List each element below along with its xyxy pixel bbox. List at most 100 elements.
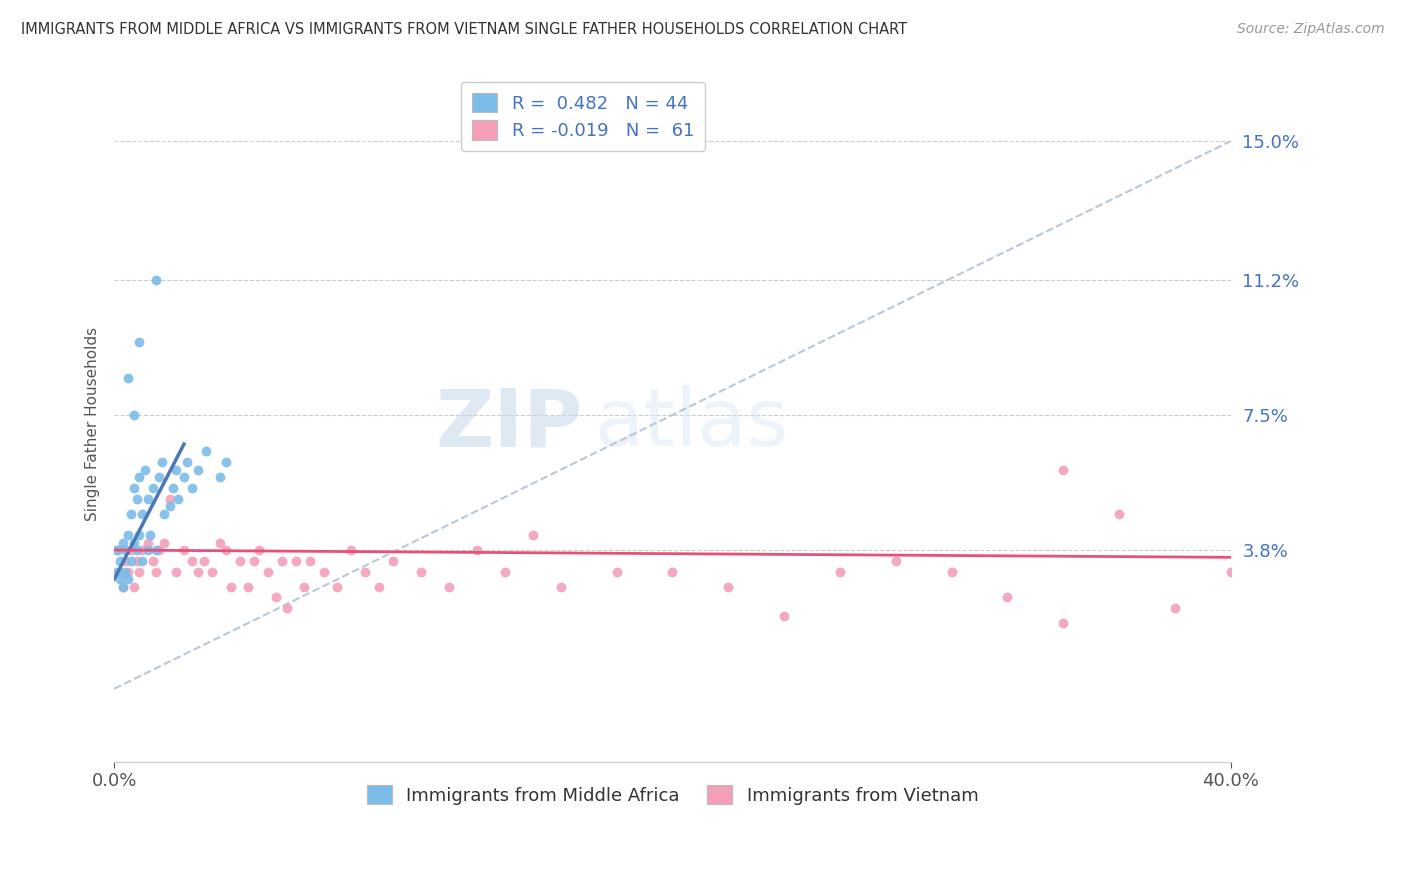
Point xyxy=(153,535,176,549)
Point xyxy=(145,273,167,287)
Point xyxy=(117,572,139,586)
Point xyxy=(193,554,215,568)
Point xyxy=(354,565,377,579)
Y-axis label: Single Father Households: Single Father Households xyxy=(86,327,100,521)
Point xyxy=(298,554,321,568)
Point xyxy=(550,580,572,594)
Point xyxy=(128,528,150,542)
Legend: Immigrants from Middle Africa, Immigrants from Vietnam: Immigrants from Middle Africa, Immigrant… xyxy=(357,775,987,814)
Point xyxy=(242,554,264,568)
Point xyxy=(1108,507,1130,521)
Point xyxy=(201,565,224,579)
Point xyxy=(142,554,165,568)
Point xyxy=(162,481,184,495)
Point xyxy=(145,543,167,558)
Point xyxy=(108,565,131,579)
Point xyxy=(1219,565,1241,579)
Point xyxy=(326,580,349,594)
Point xyxy=(139,528,162,542)
Point xyxy=(494,565,516,579)
Point xyxy=(173,543,195,558)
Point xyxy=(773,608,796,623)
Point xyxy=(136,535,159,549)
Point xyxy=(209,470,232,484)
Point xyxy=(120,507,142,521)
Point xyxy=(884,554,907,568)
Point xyxy=(159,500,181,514)
Point xyxy=(312,565,335,579)
Point xyxy=(270,554,292,568)
Point xyxy=(264,591,287,605)
Point xyxy=(128,565,150,579)
Point xyxy=(167,491,190,506)
Point xyxy=(1052,463,1074,477)
Point xyxy=(661,565,683,579)
Point xyxy=(120,543,142,558)
Point xyxy=(148,470,170,484)
Point xyxy=(128,334,150,349)
Point xyxy=(465,543,488,558)
Point xyxy=(114,565,136,579)
Point xyxy=(105,565,128,579)
Point xyxy=(215,455,238,469)
Point xyxy=(117,528,139,542)
Point xyxy=(131,554,153,568)
Point xyxy=(284,554,307,568)
Point xyxy=(111,580,134,594)
Text: Source: ZipAtlas.com: Source: ZipAtlas.com xyxy=(1237,22,1385,37)
Point xyxy=(145,565,167,579)
Point xyxy=(292,580,315,594)
Point xyxy=(114,554,136,568)
Point xyxy=(238,580,260,594)
Point xyxy=(187,463,209,477)
Point xyxy=(411,565,433,579)
Point xyxy=(108,554,131,568)
Text: IMMIGRANTS FROM MIDDLE AFRICA VS IMMIGRANTS FROM VIETNAM SINGLE FATHER HOUSEHOLD: IMMIGRANTS FROM MIDDLE AFRICA VS IMMIGRA… xyxy=(21,22,907,37)
Point xyxy=(215,543,238,558)
Point xyxy=(142,481,165,495)
Point xyxy=(150,455,173,469)
Point xyxy=(153,507,176,521)
Point xyxy=(256,565,278,579)
Point xyxy=(108,572,131,586)
Point xyxy=(437,580,460,594)
Point xyxy=(173,470,195,484)
Point xyxy=(122,580,145,594)
Point xyxy=(120,554,142,568)
Point xyxy=(165,565,187,579)
Point xyxy=(181,554,204,568)
Point xyxy=(131,507,153,521)
Point xyxy=(382,554,405,568)
Point xyxy=(134,463,156,477)
Point xyxy=(1164,601,1187,615)
Point xyxy=(105,543,128,558)
Point xyxy=(229,554,252,568)
Point xyxy=(717,580,740,594)
Point xyxy=(159,491,181,506)
Point xyxy=(122,535,145,549)
Point xyxy=(111,580,134,594)
Point xyxy=(221,580,243,594)
Point xyxy=(148,543,170,558)
Point xyxy=(209,535,232,549)
Point xyxy=(165,463,187,477)
Point xyxy=(1052,615,1074,630)
Point xyxy=(105,543,128,558)
Point xyxy=(117,565,139,579)
Point xyxy=(136,543,159,558)
Point xyxy=(195,444,218,458)
Point xyxy=(176,455,198,469)
Point xyxy=(128,470,150,484)
Point xyxy=(125,554,148,568)
Point xyxy=(117,371,139,385)
Text: ZIP: ZIP xyxy=(436,385,583,463)
Point xyxy=(122,408,145,422)
Point xyxy=(995,591,1018,605)
Point xyxy=(340,543,363,558)
Point xyxy=(114,543,136,558)
Point xyxy=(125,491,148,506)
Point xyxy=(136,491,159,506)
Point xyxy=(522,528,544,542)
Text: atlas: atlas xyxy=(595,385,789,463)
Point xyxy=(368,580,391,594)
